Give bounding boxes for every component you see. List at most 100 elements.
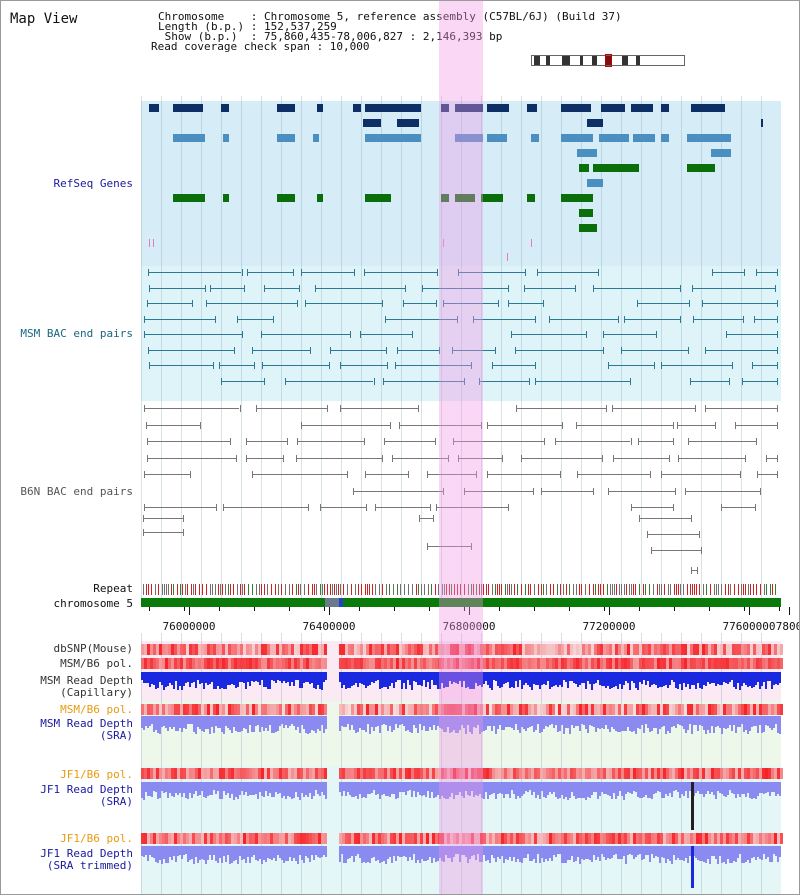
heat-cell xyxy=(534,768,537,779)
depth-bar xyxy=(175,672,177,682)
depth-bar xyxy=(649,672,651,688)
depth-bar xyxy=(253,782,255,795)
refseq-gene xyxy=(561,104,591,112)
depth-bar xyxy=(527,782,529,792)
bac-end xyxy=(694,405,696,412)
bac-end xyxy=(618,315,620,323)
depth-bar xyxy=(301,782,303,794)
heat-cell xyxy=(303,644,306,655)
depth-bar xyxy=(609,846,611,859)
depth-bar xyxy=(597,716,599,729)
heat-cell xyxy=(492,658,495,669)
heat-cell xyxy=(258,833,261,844)
length-info: Length (b.p.) : 152,537,259 xyxy=(158,20,337,33)
depth-bar xyxy=(735,716,737,733)
depth-bar xyxy=(439,846,441,859)
heat-cell xyxy=(372,658,375,669)
bac-link xyxy=(608,365,655,366)
heat-cell xyxy=(606,704,609,715)
bac-link xyxy=(147,457,237,459)
bac-link xyxy=(145,424,201,426)
heat-cell xyxy=(177,704,180,715)
repeat-element xyxy=(382,584,383,595)
repeat-element xyxy=(424,584,425,595)
depth-bar xyxy=(297,782,299,797)
depth-bar xyxy=(719,846,721,856)
depth-bar xyxy=(713,782,715,796)
depth-bar xyxy=(323,846,325,856)
bac-end xyxy=(205,300,207,307)
depth-bar xyxy=(623,846,625,857)
depth-bar xyxy=(285,716,287,726)
heat-cell xyxy=(615,768,618,779)
heat-cell xyxy=(258,704,261,715)
depth-bar xyxy=(629,716,631,731)
depth-bar xyxy=(195,672,197,689)
bac-end xyxy=(760,487,762,495)
depth-bar xyxy=(577,672,579,687)
heat-cell xyxy=(384,658,387,669)
depth-bar xyxy=(751,716,753,728)
repeat-element xyxy=(143,584,144,595)
depth-bar xyxy=(671,846,673,864)
heat-cell xyxy=(612,704,615,715)
heat-cell xyxy=(426,768,429,779)
heat-cell xyxy=(414,833,417,844)
repeat-element xyxy=(233,584,234,595)
depth-bar xyxy=(507,846,509,860)
heat-cell xyxy=(612,644,615,655)
repeat-element xyxy=(476,584,477,595)
bac-link xyxy=(340,408,418,409)
heat-cell xyxy=(561,833,564,844)
depth-bar xyxy=(417,716,419,733)
depth-bar xyxy=(149,782,151,797)
heat-cell xyxy=(549,833,552,844)
bac-end xyxy=(541,487,543,495)
heat-cell xyxy=(276,833,279,844)
heat-cell xyxy=(498,833,501,844)
heat-cell xyxy=(408,644,411,655)
heat-cell xyxy=(747,833,750,844)
repeat-track[interactable] xyxy=(141,584,781,595)
depth-bar xyxy=(287,716,289,728)
bac-link xyxy=(452,349,495,351)
depth-bar xyxy=(503,716,505,730)
heat-cell xyxy=(510,833,513,844)
heat-cell xyxy=(159,658,162,669)
depth-bar xyxy=(745,672,747,686)
heat-cell xyxy=(462,704,465,715)
depth-bar xyxy=(367,846,369,863)
repeat-element xyxy=(488,584,489,595)
heat-cell xyxy=(531,644,534,655)
heat-cell xyxy=(447,833,450,844)
repeat-element xyxy=(393,584,394,595)
heat-cell xyxy=(567,658,570,669)
heat-cell xyxy=(294,768,297,779)
heat-cell xyxy=(657,658,660,669)
repeat-element xyxy=(449,584,450,595)
bac-end xyxy=(396,346,398,354)
heat-cell xyxy=(351,833,354,844)
heat-cell xyxy=(558,658,561,669)
heat-cell xyxy=(513,704,516,715)
depth-bar xyxy=(231,782,233,795)
heat-cell xyxy=(270,658,273,669)
depth-bar xyxy=(171,846,173,861)
bac-end xyxy=(536,269,538,276)
heat-cell xyxy=(222,658,225,669)
depth-bar xyxy=(647,782,649,798)
repeat-element xyxy=(271,584,272,595)
depth-bar xyxy=(373,782,375,790)
repeat-element xyxy=(404,584,405,595)
refseq-gene xyxy=(441,104,449,112)
heat-cell xyxy=(771,833,774,844)
heat-cell xyxy=(306,704,309,715)
refseq-gene xyxy=(455,194,475,202)
bac-end xyxy=(677,421,679,429)
chromosome-bar[interactable] xyxy=(141,598,781,608)
bac-end xyxy=(679,315,681,323)
chromosome-ideogram[interactable] xyxy=(531,54,685,67)
depth-bar xyxy=(151,716,153,725)
depth-bar xyxy=(681,716,683,726)
bac-link xyxy=(148,287,205,289)
